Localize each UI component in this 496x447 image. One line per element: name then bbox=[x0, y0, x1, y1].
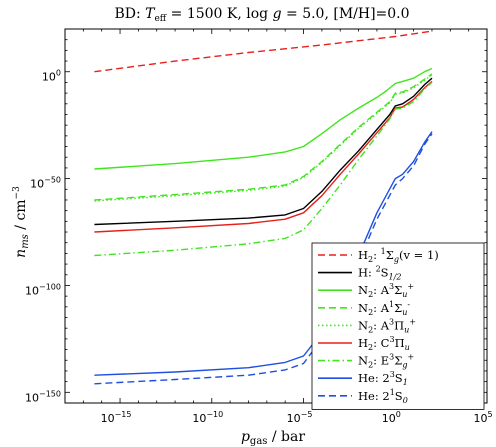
series-line-5 bbox=[94, 80, 433, 233]
legend-label-5: H2: C3Πu bbox=[358, 335, 410, 352]
x-tick-label-2: 10−5 bbox=[287, 410, 313, 425]
series-line-4 bbox=[94, 74, 433, 202]
legend-label-7: He: 23S1 bbox=[358, 370, 408, 387]
y-tick-label-3: 10−150 bbox=[25, 389, 61, 404]
series-line-3 bbox=[94, 73, 433, 201]
plot-frame bbox=[64, 28, 488, 404]
legend-box bbox=[311, 242, 485, 410]
y-tick-label-2: 10−100 bbox=[25, 282, 61, 297]
y-axis-ticks: 100 10−50 10−100 10−150 bbox=[25, 28, 487, 404]
plot-series bbox=[94, 30, 433, 385]
series-line-6 bbox=[94, 81, 433, 257]
legend-label-4: N2: A3Πu+ bbox=[358, 317, 416, 334]
x-tick-label-3: 100 bbox=[382, 410, 401, 425]
legend: H2: 1Σg(v = 1)H: 2S1/2N2: A3Σu+N2: A1Σu-… bbox=[311, 242, 485, 410]
x-axis-label: pgas / bar bbox=[241, 429, 305, 447]
legend-label-8: He: 21S0 bbox=[358, 388, 408, 405]
y-tick-label-0: 100 bbox=[42, 69, 61, 84]
series-line-1 bbox=[94, 77, 433, 226]
series-line-8 bbox=[94, 133, 433, 385]
legend-label-0: H2: 1Σg(v = 1) bbox=[358, 247, 439, 264]
y-axis-label: nms / cm−3 bbox=[12, 186, 31, 258]
x-tick-label-0: 10−15 bbox=[101, 410, 132, 425]
y-tick-label-1: 10−50 bbox=[30, 176, 61, 191]
x-tick-label-4: 105 bbox=[473, 410, 492, 425]
x-tick-label-1: 10−10 bbox=[192, 410, 223, 425]
chart-title: BD: Teff = 1500 K, log g = 5.0, [M/H]=0.… bbox=[114, 6, 409, 24]
x-axis-ticks: 10−15 10−10 10−5 100 105 bbox=[64, 29, 493, 425]
series-line-2 bbox=[94, 67, 433, 170]
series-line-0 bbox=[94, 30, 433, 73]
